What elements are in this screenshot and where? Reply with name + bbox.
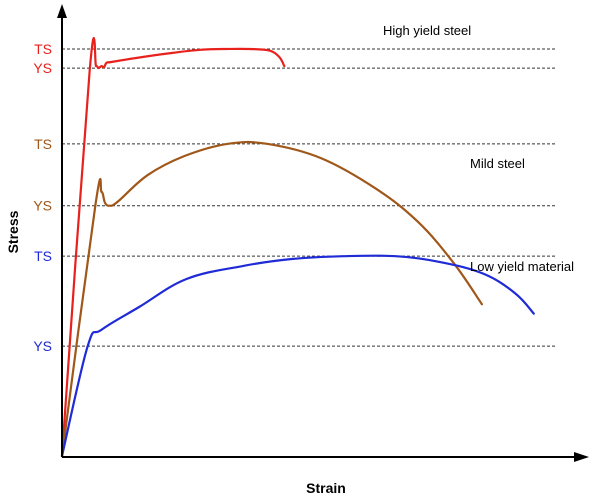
curve-label-mild-steel: Mild steel [470, 156, 525, 171]
reference-labels: TS YS TS YS TS YS [33, 41, 52, 354]
x-axis-arrow [574, 452, 589, 462]
y-axis-title: Stress [5, 210, 21, 253]
series-line-low-yield-material [60, 254, 535, 458]
curve-label-high-yield-steel: High yield steel [383, 23, 471, 38]
reference-label-ts: TS [34, 41, 52, 57]
reference-label-ts: TS [34, 136, 52, 152]
curves [60, 36, 535, 458]
reference-lines [62, 48, 556, 347]
series-line-mild-steel [60, 140, 483, 458]
series-line-high-yield-steel [60, 36, 286, 458]
y-axis-arrow [57, 4, 67, 18]
curve-labels: High yield steel Mild steel Low yield mate… [383, 23, 574, 274]
reference-label-ys: YS [33, 60, 52, 76]
reference-label-ys: YS [33, 198, 52, 214]
x-axis-title: Strain [306, 480, 346, 496]
curve-label-low-yield-material: Low yield material [470, 259, 574, 274]
reference-label-ts: TS [34, 248, 52, 264]
reference-label-ys: YS [33, 338, 52, 354]
